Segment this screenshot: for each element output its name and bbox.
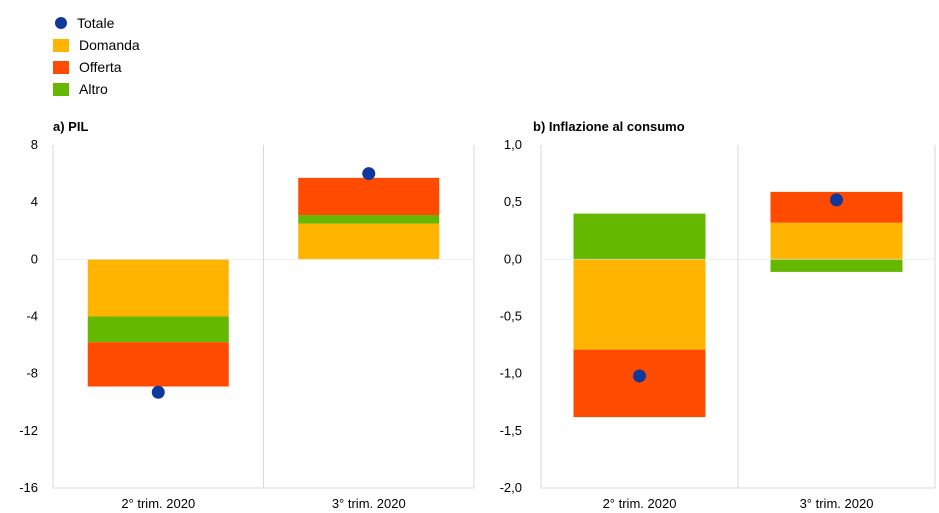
x-tick-label-pil: 2° trim. 2020 bbox=[121, 496, 195, 511]
legend-label-totale: Totale bbox=[77, 15, 115, 31]
y-tick-label-inflazione: -1,5 bbox=[500, 423, 522, 438]
x-tick-label-inflazione: 3° trim. 2020 bbox=[800, 496, 874, 511]
legend-item-altro: Altro bbox=[52, 78, 140, 100]
bar-domanda-inflazione bbox=[770, 222, 903, 260]
x-tick-label-pil: 3° trim. 2020 bbox=[332, 496, 406, 511]
chart-title-pil: a) PIL bbox=[53, 119, 88, 134]
legend-item-domanda: Domanda bbox=[52, 34, 140, 56]
y-tick-label-inflazione: 0,0 bbox=[504, 251, 522, 266]
y-tick-label-pil: -8 bbox=[26, 366, 38, 381]
bar-domanda-pil bbox=[87, 259, 229, 317]
legend-item-totale: Totale bbox=[52, 12, 140, 34]
y-tick-label-pil: 4 bbox=[31, 194, 38, 209]
y-tick-label-pil: 8 bbox=[31, 137, 38, 152]
bar-altro-inflazione bbox=[770, 259, 903, 272]
y-tick-label-pil: 0 bbox=[31, 251, 38, 266]
y-tick-label-inflazione: 0,5 bbox=[504, 194, 522, 209]
legend: Totale Domanda Offerta Altro bbox=[52, 12, 140, 100]
total-point-pil bbox=[151, 385, 165, 399]
legend-marker-altro bbox=[53, 82, 69, 96]
legend-label-altro: Altro bbox=[79, 81, 108, 97]
bar-offerta-pil bbox=[87, 342, 229, 387]
total-point-inflazione bbox=[633, 369, 646, 383]
legend-marker-offerta bbox=[53, 60, 69, 74]
bar-domanda-inflazione bbox=[573, 259, 706, 350]
x-tick-label-inflazione: 2° trim. 2020 bbox=[603, 496, 677, 511]
total-point-inflazione bbox=[830, 193, 843, 207]
y-tick-label-inflazione: -1,0 bbox=[500, 366, 522, 381]
bar-offerta-inflazione bbox=[573, 349, 706, 418]
y-tick-label-pil: -4 bbox=[26, 309, 38, 324]
legend-item-offerta: Offerta bbox=[52, 56, 140, 78]
bar-altro-pil bbox=[298, 215, 440, 224]
y-tick-label-pil: -16 bbox=[19, 480, 38, 495]
bar-altro-inflazione bbox=[573, 213, 706, 260]
legend-label-domanda: Domanda bbox=[79, 37, 140, 53]
y-tick-label-inflazione: -0,5 bbox=[500, 309, 522, 324]
bar-offerta-pil bbox=[298, 177, 440, 216]
bar-altro-pil bbox=[87, 316, 229, 343]
y-tick-label-pil: -12 bbox=[19, 423, 38, 438]
legend-label-offerta: Offerta bbox=[79, 59, 122, 75]
bar-domanda-pil bbox=[298, 223, 440, 260]
legend-marker-domanda bbox=[53, 38, 69, 52]
legend-marker-totale bbox=[55, 17, 67, 29]
total-point-pil bbox=[362, 167, 376, 181]
chart-title-inflazione: b) Inflazione al consumo bbox=[533, 119, 685, 134]
y-tick-label-inflazione: -2,0 bbox=[500, 480, 522, 495]
y-tick-label-inflazione: 1,0 bbox=[504, 137, 522, 152]
